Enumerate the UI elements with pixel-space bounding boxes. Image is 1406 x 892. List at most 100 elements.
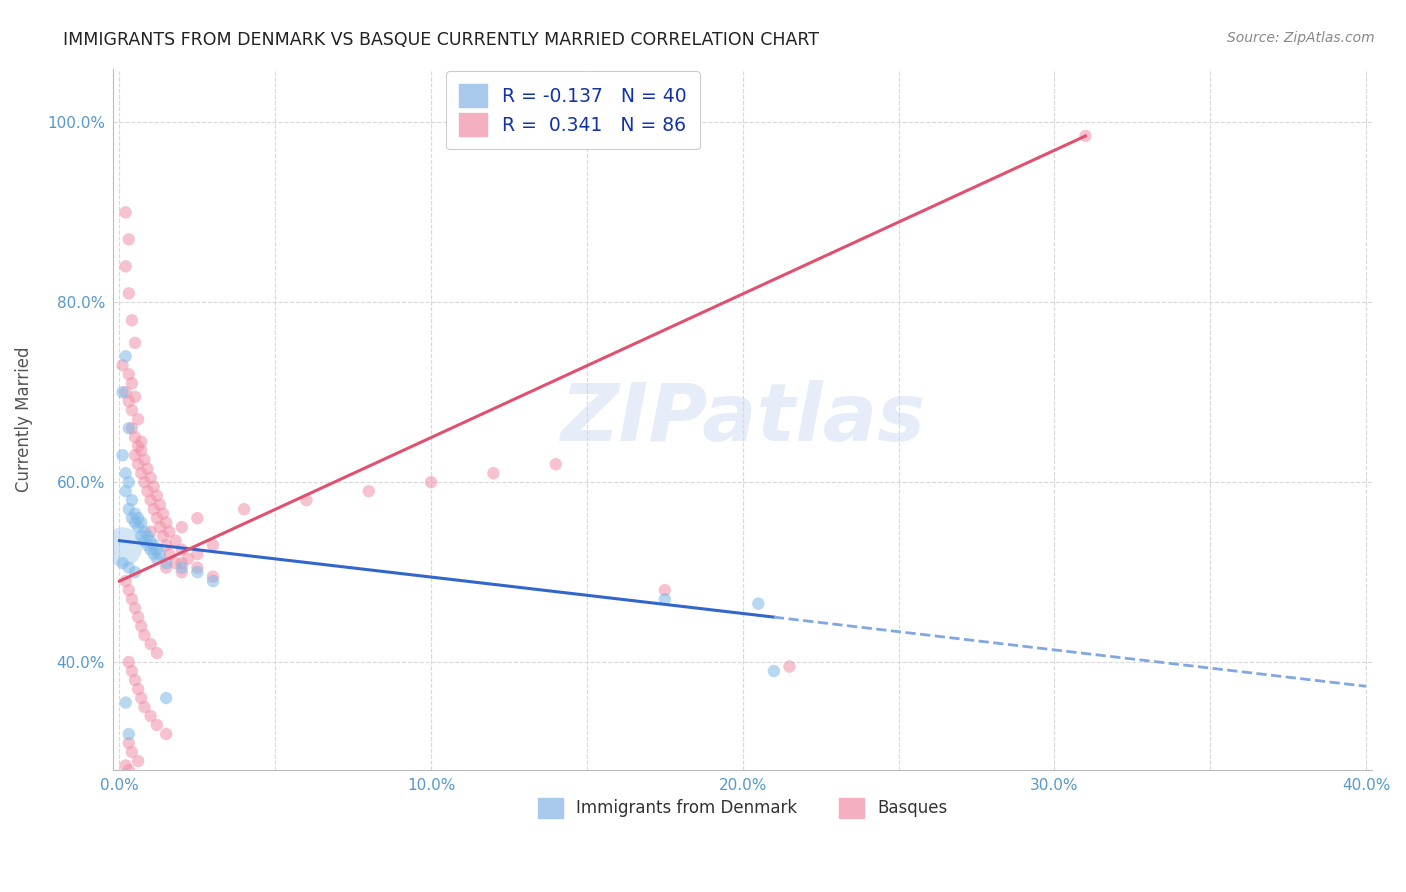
Point [146,551,169,566]
Point [157,524,180,539]
Point [420,475,443,490]
Point [778,659,800,673]
Point [121,376,143,391]
Point [146,718,169,732]
Point [118,583,141,598]
Point [149,547,172,561]
Point [121,745,143,759]
Point [114,385,136,400]
Point [482,467,505,481]
Point [111,359,134,373]
Point [129,516,152,530]
Point [142,480,165,494]
Point [139,524,162,539]
Point [124,516,146,530]
Point [129,691,152,706]
Point [129,529,152,543]
Point [124,565,146,579]
Point [139,493,162,508]
Point [157,547,180,561]
Point [146,511,169,525]
Point [165,533,187,548]
Point [111,385,134,400]
Point [186,560,208,574]
Point [129,619,152,633]
Point [170,542,193,557]
Point [152,507,174,521]
Point [136,484,159,499]
Point [129,467,152,481]
Text: IMMIGRANTS FROM DENMARK VS BASQUE CURRENTLY MARRIED CORRELATION CHART: IMMIGRANTS FROM DENMARK VS BASQUE CURREN… [63,31,820,49]
Point [114,696,136,710]
Point [146,542,169,557]
Point [118,763,141,777]
Point [124,448,146,462]
Point [124,507,146,521]
Point [165,556,187,570]
Point [155,691,177,706]
Point [121,511,143,525]
Point [357,484,380,499]
Point [127,610,149,624]
Point [129,434,152,449]
Point [762,664,785,678]
Point [124,673,146,687]
Point [747,597,769,611]
Text: Source: ZipAtlas.com: Source: ZipAtlas.com [1227,31,1375,45]
Point [146,646,169,660]
Point [155,560,177,574]
Point [114,758,136,772]
Point [124,390,146,404]
Point [118,232,141,246]
Point [136,538,159,552]
Point [124,430,146,444]
Point [139,471,162,485]
Point [201,574,224,589]
Point [146,489,169,503]
Point [201,569,224,583]
Point [654,583,676,598]
Point [121,592,143,607]
Point [127,457,149,471]
Point [118,502,141,516]
Point [139,637,162,651]
Point [134,524,156,539]
Point [186,547,208,561]
Point [114,467,136,481]
Point [121,421,143,435]
Point [186,511,208,525]
Point [118,727,141,741]
Point [233,502,256,516]
Point [139,542,162,557]
Point [654,592,676,607]
Point [155,727,177,741]
Point [111,540,134,554]
Point [127,754,149,768]
Point [121,493,143,508]
Point [134,533,156,548]
Point [129,443,152,458]
Point [111,448,134,462]
Point [127,520,149,534]
Point [111,556,134,570]
Point [155,538,177,552]
Point [118,368,141,382]
Point [118,394,141,409]
Point [118,421,141,435]
Point [1074,128,1097,143]
Point [114,484,136,499]
Point [121,664,143,678]
Point [134,700,156,714]
Point [124,601,146,615]
Point [170,556,193,570]
Point [170,520,193,534]
Point [170,565,193,579]
Point [118,286,141,301]
Point [118,655,141,669]
Point [152,529,174,543]
Text: ZIPatlas: ZIPatlas [560,380,925,458]
Point [139,533,162,548]
Point [149,520,172,534]
Point [127,511,149,525]
Point [118,560,141,574]
